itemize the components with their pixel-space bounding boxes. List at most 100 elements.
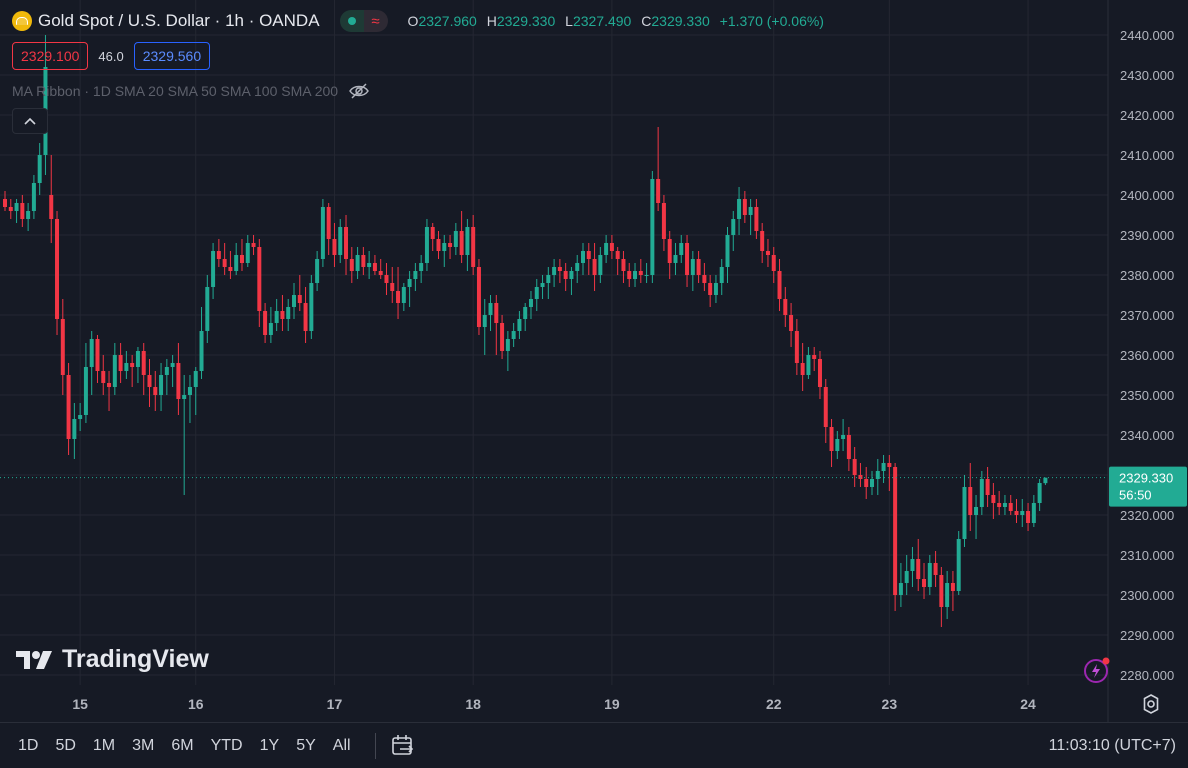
candle bbox=[488, 295, 493, 331]
candle-body bbox=[742, 199, 747, 215]
candle-body bbox=[176, 363, 181, 399]
market-open-dot-icon bbox=[339, 10, 364, 32]
candle bbox=[667, 231, 672, 279]
candle-body bbox=[378, 271, 383, 275]
candle bbox=[702, 263, 707, 291]
candle bbox=[950, 571, 955, 611]
candle-body bbox=[731, 219, 736, 235]
candle-body bbox=[164, 367, 169, 375]
candle bbox=[95, 335, 100, 383]
range-1y[interactable]: 1Y bbox=[259, 736, 280, 754]
market-status-pill[interactable]: ≈ bbox=[339, 10, 388, 32]
candle bbox=[309, 275, 314, 339]
candle bbox=[916, 539, 921, 591]
range-5d[interactable]: 5D bbox=[55, 736, 76, 754]
candle-body bbox=[430, 227, 435, 239]
price-axis[interactable]: 2280.000 2290.000 2300.000 2310.000 2320.000… bbox=[1107, 0, 1188, 722]
candle bbox=[193, 367, 198, 415]
time-axis[interactable]: 15 16 17 18 19 22 23 24 bbox=[72, 696, 1036, 712]
candle bbox=[234, 243, 239, 275]
candle-body bbox=[893, 467, 898, 595]
candle-body bbox=[263, 311, 268, 335]
range-all[interactable]: All bbox=[332, 736, 351, 754]
high-value: 2329.330 bbox=[496, 13, 556, 29]
candle-body bbox=[563, 271, 568, 279]
candle bbox=[783, 287, 788, 327]
lightning-icon[interactable] bbox=[1081, 655, 1111, 685]
candle-body bbox=[500, 323, 505, 351]
candle-body bbox=[841, 435, 846, 439]
candle bbox=[372, 255, 377, 275]
candle-body bbox=[401, 287, 406, 303]
indicator-legend[interactable]: MA Ribbon · 1D SMA 20 SMA 50 SMA 100 SMA… bbox=[12, 82, 370, 100]
candle bbox=[1014, 499, 1019, 523]
candle-body bbox=[673, 255, 678, 263]
candle bbox=[742, 191, 747, 223]
candle bbox=[274, 299, 279, 331]
candle bbox=[112, 343, 117, 395]
settings-gear-icon[interactable] bbox=[1139, 692, 1163, 716]
candle-body bbox=[754, 207, 759, 231]
candle-body bbox=[453, 231, 458, 247]
sell-button[interactable]: 2329.100 bbox=[12, 42, 89, 70]
range-1d[interactable]: 1D bbox=[18, 736, 39, 754]
candle-body bbox=[153, 387, 158, 395]
candle-body bbox=[1008, 503, 1013, 511]
symbol-title[interactable]: Gold Spot / U.S. Dollar · 1h · OANDA bbox=[38, 11, 320, 30]
candle bbox=[141, 343, 146, 395]
candle bbox=[1008, 495, 1013, 515]
candle-body bbox=[130, 363, 135, 367]
candle bbox=[448, 235, 453, 259]
candle-body bbox=[644, 275, 649, 276]
candle-body bbox=[887, 463, 892, 467]
candle bbox=[823, 379, 828, 443]
candle bbox=[476, 259, 481, 335]
candle-body bbox=[968, 487, 973, 515]
candle-body bbox=[835, 439, 840, 451]
candle-body bbox=[26, 211, 31, 219]
candle bbox=[552, 259, 557, 287]
candle bbox=[3, 191, 7, 211]
candle bbox=[199, 307, 204, 379]
candle-body bbox=[459, 231, 464, 255]
candle bbox=[355, 247, 360, 279]
range-3m[interactable]: 3M bbox=[132, 736, 155, 754]
candle-body bbox=[534, 287, 539, 299]
candle-body bbox=[476, 267, 481, 327]
candle-body bbox=[436, 239, 441, 251]
candle bbox=[332, 223, 337, 267]
candle-body bbox=[621, 259, 626, 271]
candle-body bbox=[245, 243, 250, 263]
candle bbox=[881, 455, 886, 483]
candle bbox=[673, 243, 678, 275]
range-1m[interactable]: 1M bbox=[92, 736, 116, 754]
candle-body bbox=[546, 275, 551, 283]
candle-body bbox=[511, 331, 516, 339]
candle-body bbox=[361, 255, 366, 267]
candle-body bbox=[268, 323, 273, 335]
candle bbox=[37, 143, 42, 195]
collapse-legend-button[interactable] bbox=[12, 108, 48, 134]
eye-hidden-icon[interactable] bbox=[348, 82, 370, 100]
close-label: C bbox=[641, 13, 652, 29]
candle-body bbox=[37, 155, 42, 183]
range-5y[interactable]: 5Y bbox=[296, 736, 316, 754]
range-6m[interactable]: 6M bbox=[171, 736, 194, 754]
candle-body bbox=[349, 259, 354, 271]
time-tick-label: 22 bbox=[766, 696, 782, 712]
range-ytd[interactable]: YTD bbox=[210, 736, 243, 754]
tradingview-logo[interactable]: TradingView bbox=[16, 645, 209, 674]
candle-body bbox=[789, 315, 794, 331]
candle bbox=[326, 203, 331, 255]
candle bbox=[187, 375, 192, 423]
candle-body bbox=[384, 275, 389, 283]
low-label: L bbox=[565, 13, 573, 29]
timezone-clock[interactable]: 11:03:10 (UTC+7) bbox=[1048, 736, 1176, 754]
candle-body bbox=[725, 235, 730, 267]
candle bbox=[523, 303, 528, 331]
go-to-date-icon[interactable] bbox=[390, 733, 416, 759]
buy-button[interactable]: 2329.560 bbox=[133, 42, 211, 70]
candle bbox=[153, 371, 158, 411]
candle bbox=[453, 223, 458, 255]
